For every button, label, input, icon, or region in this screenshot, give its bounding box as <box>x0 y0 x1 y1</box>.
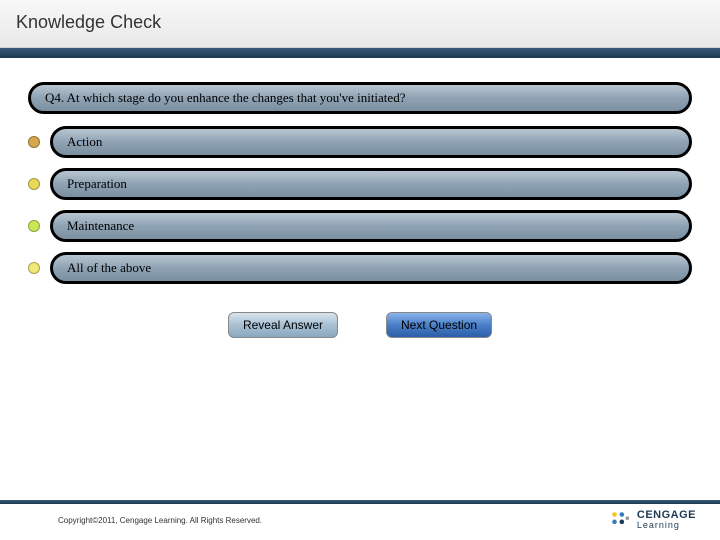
next-question-button[interactable]: Next Question <box>386 312 492 338</box>
option-row[interactable]: Maintenance <box>28 210 692 242</box>
question-text: Q4. At which stage do you enhance the ch… <box>28 82 692 114</box>
header-accent-bar <box>0 48 720 58</box>
logo-icon <box>609 509 631 531</box>
option-label[interactable]: All of the above <box>50 252 692 284</box>
option-label[interactable]: Preparation <box>50 168 692 200</box>
option-row[interactable]: Action <box>28 126 692 158</box>
buttons-row: Reveal Answer Next Question <box>28 312 692 338</box>
option-row[interactable]: Preparation <box>28 168 692 200</box>
cengage-logo: CENGAGE Learning <box>609 509 696 531</box>
option-row[interactable]: All of the above <box>28 252 692 284</box>
radio-icon[interactable] <box>28 220 40 232</box>
header: Knowledge Check <box>0 0 720 48</box>
content-area: Q4. At which stage do you enhance the ch… <box>0 58 720 338</box>
copyright-text: Copyright©2011, Cengage Learning. All Ri… <box>58 516 262 525</box>
footer: Copyright©2011, Cengage Learning. All Ri… <box>0 500 720 540</box>
option-label[interactable]: Maintenance <box>50 210 692 242</box>
page-title: Knowledge Check <box>16 12 704 33</box>
logo-subbrand: Learning <box>637 521 696 530</box>
radio-icon[interactable] <box>28 178 40 190</box>
radio-icon[interactable] <box>28 136 40 148</box>
reveal-answer-button[interactable]: Reveal Answer <box>228 312 338 338</box>
option-label[interactable]: Action <box>50 126 692 158</box>
radio-icon[interactable] <box>28 262 40 274</box>
logo-text: CENGAGE Learning <box>637 510 696 530</box>
